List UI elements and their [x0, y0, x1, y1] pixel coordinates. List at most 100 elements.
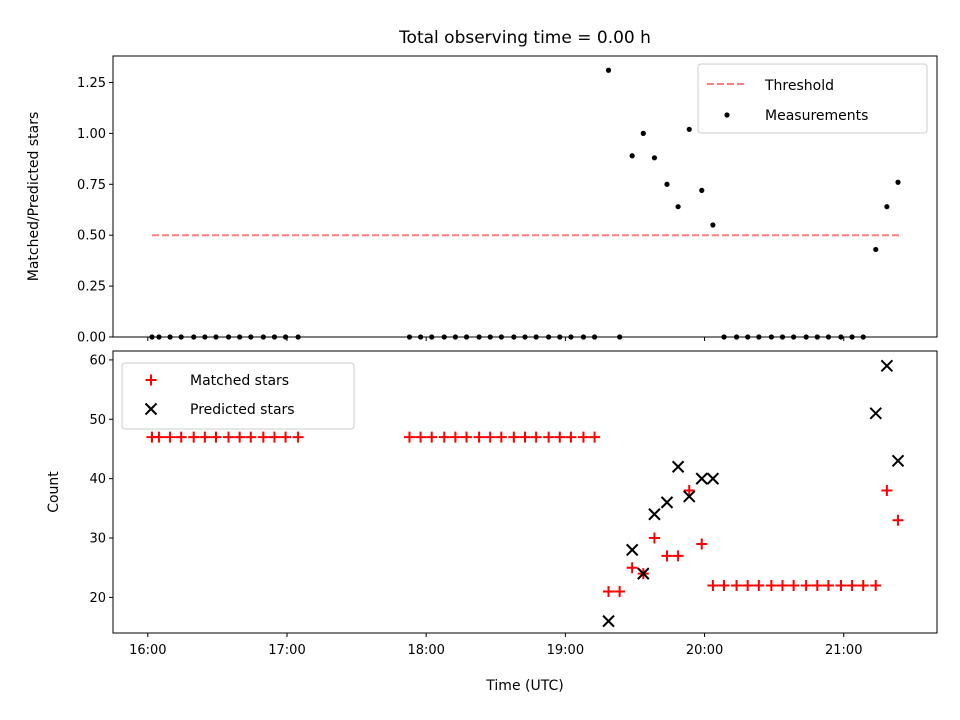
bottom-y-tick-label: 40: [89, 472, 106, 487]
matched-star-point: [822, 580, 834, 592]
measurement-point: [441, 334, 447, 340]
matched-star-point: [438, 431, 450, 443]
measurement-point: [733, 334, 740, 340]
measurement-point: [260, 334, 266, 340]
matched-star-point: [765, 580, 777, 592]
legend-matched-swatch: [145, 374, 157, 386]
legend-box: [121, 362, 355, 430]
measurement-point: [814, 334, 820, 340]
predicted-star-point: [880, 359, 894, 373]
measurement-point: [487, 334, 493, 340]
predicted-star-point: [683, 490, 696, 503]
matched-star-point: [210, 431, 222, 443]
measurement-point: [202, 334, 208, 340]
measurement-point: [580, 334, 587, 340]
bottom-y-tick-label: 50: [89, 413, 106, 428]
matched-star-point: [672, 550, 684, 562]
matched-star-point: [742, 580, 754, 592]
measurement-point: [476, 334, 482, 340]
measurement-point: [213, 334, 219, 340]
legend-predicted-swatch: [144, 402, 158, 416]
matched-star-point: [292, 431, 304, 443]
measurement-point: [825, 334, 832, 340]
measurement-point: [498, 334, 504, 340]
measurement-point: [838, 334, 844, 340]
matched-star-point: [530, 431, 542, 443]
legend-threshold-label: Threshold: [764, 78, 834, 94]
matched-star-point: [800, 580, 812, 592]
measurement-point: [699, 187, 705, 193]
matched-star-point: [892, 514, 904, 526]
matched-star-point: [268, 431, 280, 443]
top-y-tick-label: 0.00: [77, 331, 106, 346]
measurement-point: [568, 334, 574, 340]
measurement-point: [237, 334, 243, 340]
matched-star-point: [175, 431, 187, 443]
measurement-point: [849, 334, 855, 340]
measurement-point: [591, 334, 598, 340]
matched-star-point: [245, 431, 257, 443]
measurement-point: [452, 334, 459, 340]
matched-star-point: [426, 431, 438, 443]
legend-matched-label: Matched stars: [190, 373, 289, 389]
matched-star-point: [846, 580, 858, 592]
top-y-tick-label: 0.25: [77, 280, 106, 295]
top-y-tick-label: 1.25: [77, 76, 106, 91]
bottom-x-tick-label: 17:00: [268, 643, 305, 658]
legend-measurements-label: Measurements: [765, 108, 868, 124]
predicted-star-point: [648, 508, 661, 521]
bottom-legend: Matched stars Predicted stars: [121, 362, 355, 430]
matched-star-point: [565, 431, 577, 443]
bottom-y-tick-label: 30: [89, 532, 106, 547]
measurement-point: [282, 334, 289, 340]
predicted-star-point: [625, 543, 639, 557]
predicted-star-point: [637, 567, 650, 580]
measurement-point: [860, 334, 866, 340]
matched-star-point: [461, 431, 473, 443]
measurement-point: [167, 334, 173, 340]
matched-star-point: [473, 431, 485, 443]
measurement-point: [557, 334, 563, 340]
bottom-x-tick-label: 18:00: [407, 643, 444, 658]
measurement-point: [675, 204, 681, 210]
measurement-point: [533, 334, 539, 340]
measurement-point: [225, 334, 232, 340]
measurement-point: [463, 334, 470, 340]
matched-star-point: [777, 580, 788, 592]
measurement-point: [156, 334, 162, 340]
matched-star-point: [881, 485, 893, 497]
measurement-point: [779, 334, 786, 340]
predicted-star-point: [695, 472, 708, 485]
measurement-point: [406, 334, 413, 340]
bottom-x-tick-label: 16:00: [129, 643, 166, 658]
matched-star-point: [164, 431, 176, 443]
measurement-point: [721, 334, 727, 340]
matched-star-point: [626, 562, 638, 574]
top-y-axis-label: Matched/Predicted stars: [26, 112, 42, 282]
matched-star-point: [614, 585, 626, 597]
matched-star-point: [403, 431, 415, 443]
measurement-point: [884, 204, 890, 210]
measurement-point: [546, 334, 552, 340]
matched-star-point: [415, 431, 427, 443]
top-legend: Threshold Measurements: [697, 63, 928, 134]
matched-star-point: [508, 431, 520, 443]
matched-star-point: [718, 580, 730, 592]
matched-star-point: [495, 431, 507, 443]
matched-star-point: [683, 485, 695, 497]
predicted-star-point: [671, 460, 685, 473]
top-panel: 0.00 0.25 0.50 0.75 1.00 1.25: [77, 55, 938, 346]
matched-star-point: [648, 532, 660, 544]
measurement-point: [617, 334, 623, 340]
matched-star-point: [870, 580, 882, 592]
matched-star-point: [554, 431, 566, 443]
matched-star-point: [280, 431, 292, 443]
measurement-point: [756, 334, 762, 340]
measurement-point: [295, 334, 301, 340]
bottom-y-tick-label: 20: [89, 591, 106, 606]
measurement-point: [791, 334, 797, 340]
measurement-point: [248, 334, 254, 340]
bottom-x-tick-label: 19:00: [547, 643, 584, 658]
measurement-point: [511, 334, 517, 340]
